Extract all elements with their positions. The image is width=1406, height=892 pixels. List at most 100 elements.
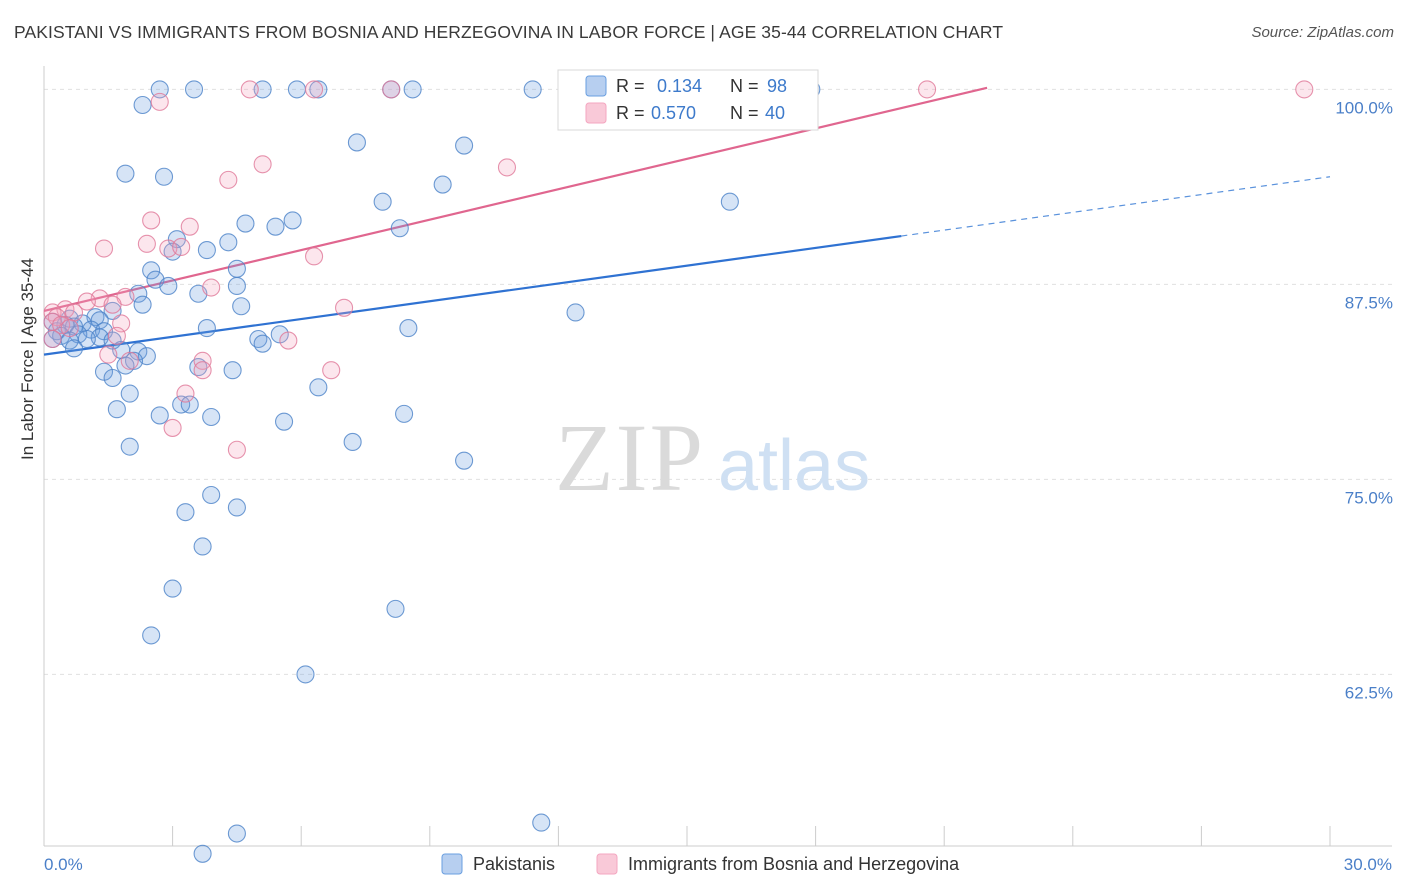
legend-n-value-2: 40 xyxy=(765,103,785,123)
point-pakistanis xyxy=(120,437,139,456)
axes xyxy=(43,66,1392,847)
trend-line-pakistanis-dashed xyxy=(901,176,1331,237)
point-bosnia xyxy=(142,211,161,230)
point-pakistanis xyxy=(523,80,542,99)
point-bosnia xyxy=(202,278,221,297)
point-bosnia xyxy=(107,326,126,345)
point-pakistanis xyxy=(309,378,328,397)
point-bosnia xyxy=(103,295,122,314)
point-bosnia xyxy=(227,440,246,459)
point-pakistanis xyxy=(253,80,272,99)
legend-r-label-1: R = xyxy=(616,76,645,96)
point-bosnia xyxy=(150,92,169,111)
point-pakistanis xyxy=(296,665,315,684)
point-pakistanis xyxy=(219,233,238,252)
point-pakistanis xyxy=(120,384,139,403)
legend-r-label-2: R = xyxy=(616,103,645,123)
point-pakistanis xyxy=(202,485,221,505)
point-bosnia xyxy=(305,80,324,99)
point-bosnia xyxy=(240,80,259,99)
trend-lines xyxy=(43,86,1331,356)
point-bosnia xyxy=(43,329,62,349)
point-pakistanis xyxy=(150,406,169,425)
point-pakistanis xyxy=(103,301,122,320)
point-pakistanis xyxy=(197,319,216,338)
point-bosnia xyxy=(77,292,96,311)
point-pakistanis xyxy=(455,136,474,155)
point-bosnia xyxy=(335,298,354,317)
point-bosnia xyxy=(137,234,156,253)
y-tick-label: 62.5% xyxy=(1345,683,1393,702)
legend: R = 0.134 N = 98 R = 0.570 N = 40 xyxy=(557,69,819,131)
point-pakistanis xyxy=(64,339,84,358)
point-bosnia xyxy=(94,239,114,258)
point-bosnia xyxy=(193,361,212,380)
point-bosnia xyxy=(219,170,238,189)
bottom-legend-label-bosnia: Immigrants from Bosnia and Herzegovina xyxy=(628,854,960,874)
legend-swatch-bosnia xyxy=(585,102,607,124)
point-pakistanis xyxy=(232,297,251,316)
point-pakistanis xyxy=(236,214,255,233)
point-pakistanis xyxy=(399,319,418,338)
y-tick-label: 87.5% xyxy=(1345,293,1393,312)
point-pakistanis xyxy=(116,164,135,183)
point-bosnia xyxy=(193,351,212,370)
point-pakistanis xyxy=(193,537,212,556)
x-tick-labels: 0.0% 30.0% xyxy=(44,855,1392,874)
point-pakistanis xyxy=(390,219,409,238)
point-pakistanis xyxy=(386,599,405,618)
bottom-legend-swatch-bosnia xyxy=(596,853,618,875)
point-pakistanis xyxy=(197,241,216,260)
point-pakistanis xyxy=(150,80,169,99)
point-pakistanis xyxy=(720,192,739,211)
point-pakistanis xyxy=(347,133,366,152)
point-bosnia xyxy=(497,158,517,177)
point-pakistanis xyxy=(142,626,161,645)
point-pakistanis xyxy=(373,192,392,211)
point-pakistanis xyxy=(159,276,178,296)
point-bosnia xyxy=(382,80,401,99)
point-pakistanis xyxy=(133,95,152,115)
point-pakistanis xyxy=(275,412,294,431)
data-points xyxy=(43,80,1314,863)
point-bosnia xyxy=(1295,80,1314,99)
point-pakistanis xyxy=(283,211,302,230)
watermark-zip: ZIP xyxy=(555,404,705,511)
legend-n-value-1: 98 xyxy=(767,76,787,96)
point-pakistanis xyxy=(133,295,152,314)
point-pakistanis xyxy=(433,175,452,194)
point-pakistanis xyxy=(103,368,122,388)
grid xyxy=(44,88,1392,675)
point-pakistanis xyxy=(253,334,272,353)
trend-line-pakistanis xyxy=(43,234,902,356)
point-pakistanis xyxy=(266,217,285,236)
x-tick-label-min: 0.0% xyxy=(44,855,83,874)
point-pakistanis xyxy=(227,498,246,517)
chart-source: Source: ZipAtlas.com xyxy=(1251,24,1394,41)
point-bosnia xyxy=(64,303,84,322)
point-pakistanis xyxy=(403,80,422,99)
y-tick-labels: 100.0% 87.5% 75.0% 62.5% xyxy=(1335,98,1393,702)
legend-r-value-2: 0.570 xyxy=(651,103,696,123)
legend-r-value-1: 0.134 xyxy=(657,76,702,96)
x-tick-label-max: 30.0% xyxy=(1344,855,1392,874)
point-pakistanis xyxy=(142,261,161,280)
legend-n-label-2: N = xyxy=(730,103,759,123)
point-pakistanis xyxy=(124,351,144,370)
point-bosnia xyxy=(253,155,272,174)
point-pakistanis xyxy=(176,503,195,522)
point-bosnia xyxy=(176,384,195,403)
point-pakistanis xyxy=(227,276,246,296)
point-pakistanis xyxy=(343,432,362,452)
point-pakistanis xyxy=(287,80,306,99)
point-bosnia xyxy=(120,351,139,370)
point-pakistanis xyxy=(180,395,199,414)
bottom-legend: Pakistanis Immigrants from Bosnia and He… xyxy=(441,853,960,875)
chart-title: PAKISTANI VS IMMIGRANTS FROM BOSNIA AND … xyxy=(14,22,1004,42)
point-pakistanis xyxy=(107,400,126,419)
point-bosnia xyxy=(180,217,199,236)
point-pakistanis xyxy=(566,303,585,322)
point-bosnia xyxy=(279,331,298,350)
bottom-legend-swatch-pakistanis xyxy=(441,853,463,875)
